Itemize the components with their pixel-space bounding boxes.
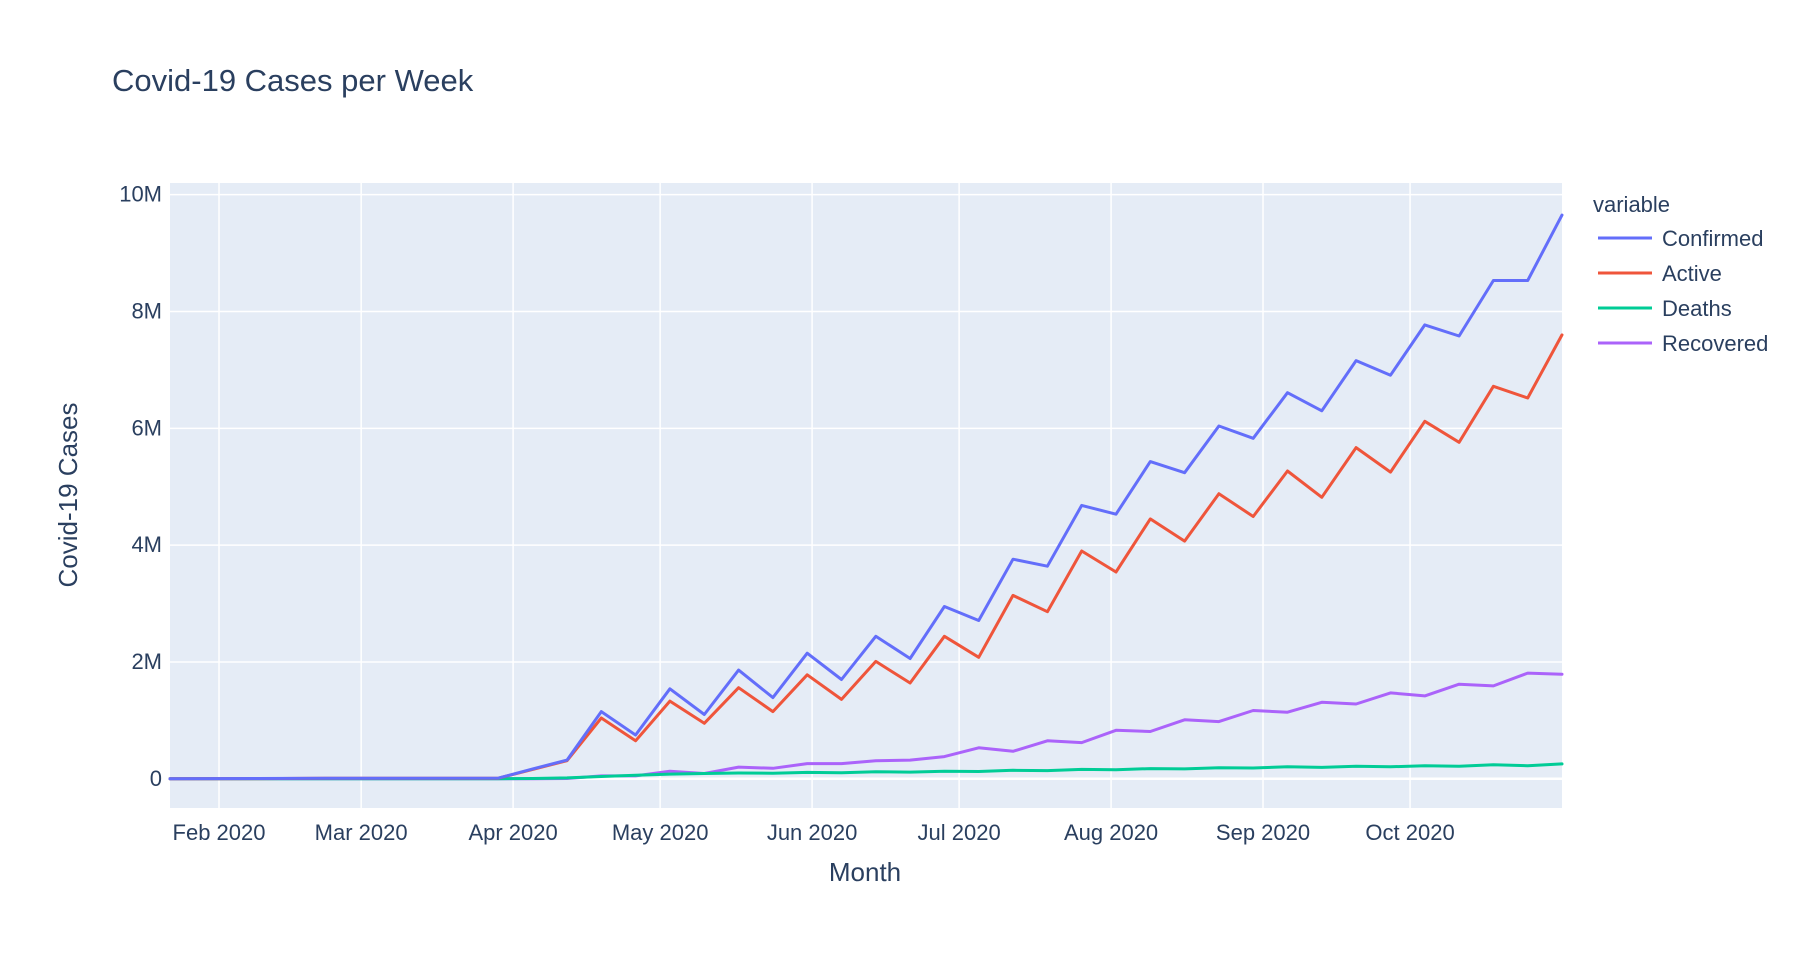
legend-label: Confirmed bbox=[1662, 226, 1763, 251]
legend[interactable]: variable Confirmed Active Deaths Recovered bbox=[1593, 192, 1768, 356]
y-tick-label: 6M bbox=[131, 415, 162, 440]
x-tick-label: Mar 2020 bbox=[315, 820, 408, 845]
legend-title: variable bbox=[1593, 192, 1670, 217]
x-axis-title: Month bbox=[829, 857, 901, 887]
x-tick-label: May 2020 bbox=[612, 820, 709, 845]
legend-item-recovered[interactable]: Recovered bbox=[1598, 331, 1768, 356]
y-tick-label: 4M bbox=[131, 532, 162, 557]
plot-area bbox=[170, 183, 1562, 808]
x-tick-label: Aug 2020 bbox=[1064, 820, 1158, 845]
legend-item-confirmed[interactable]: Confirmed bbox=[1598, 226, 1763, 251]
series-line-deaths[interactable] bbox=[168, 762, 1564, 781]
tick-layer: 0 2M 4M 6M 8M 10M Feb 2020 Mar 2020 Apr 2020 May … bbox=[119, 182, 1454, 845]
chart-title: Covid-19 Cases per Week bbox=[112, 63, 474, 98]
series-layer bbox=[168, 213, 1564, 781]
x-tick-label: Feb 2020 bbox=[173, 820, 266, 845]
grid-layer bbox=[170, 183, 1562, 808]
x-tick-label: Oct 2020 bbox=[1365, 820, 1454, 845]
series-line-confirmed[interactable] bbox=[168, 213, 1564, 781]
legend-items[interactable]: Confirmed Active Deaths Recovered bbox=[1598, 226, 1768, 356]
x-tick-label: Sep 2020 bbox=[1216, 820, 1310, 845]
x-tick-label: Jul 2020 bbox=[918, 820, 1001, 845]
y-axis-title: Covid-19 Cases bbox=[53, 403, 83, 588]
y-tick-label: 0 bbox=[150, 766, 162, 791]
y-tick-label: 2M bbox=[131, 649, 162, 674]
legend-item-deaths[interactable]: Deaths bbox=[1598, 296, 1732, 321]
legend-label: Recovered bbox=[1662, 331, 1768, 356]
x-tick-label: Apr 2020 bbox=[468, 820, 557, 845]
y-tick-label: 10M bbox=[119, 182, 162, 207]
legend-label: Active bbox=[1662, 261, 1722, 286]
x-tick-label: Jun 2020 bbox=[767, 820, 858, 845]
legend-item-active[interactable]: Active bbox=[1598, 261, 1722, 286]
y-tick-label: 8M bbox=[131, 299, 162, 324]
legend-label: Deaths bbox=[1662, 296, 1732, 321]
